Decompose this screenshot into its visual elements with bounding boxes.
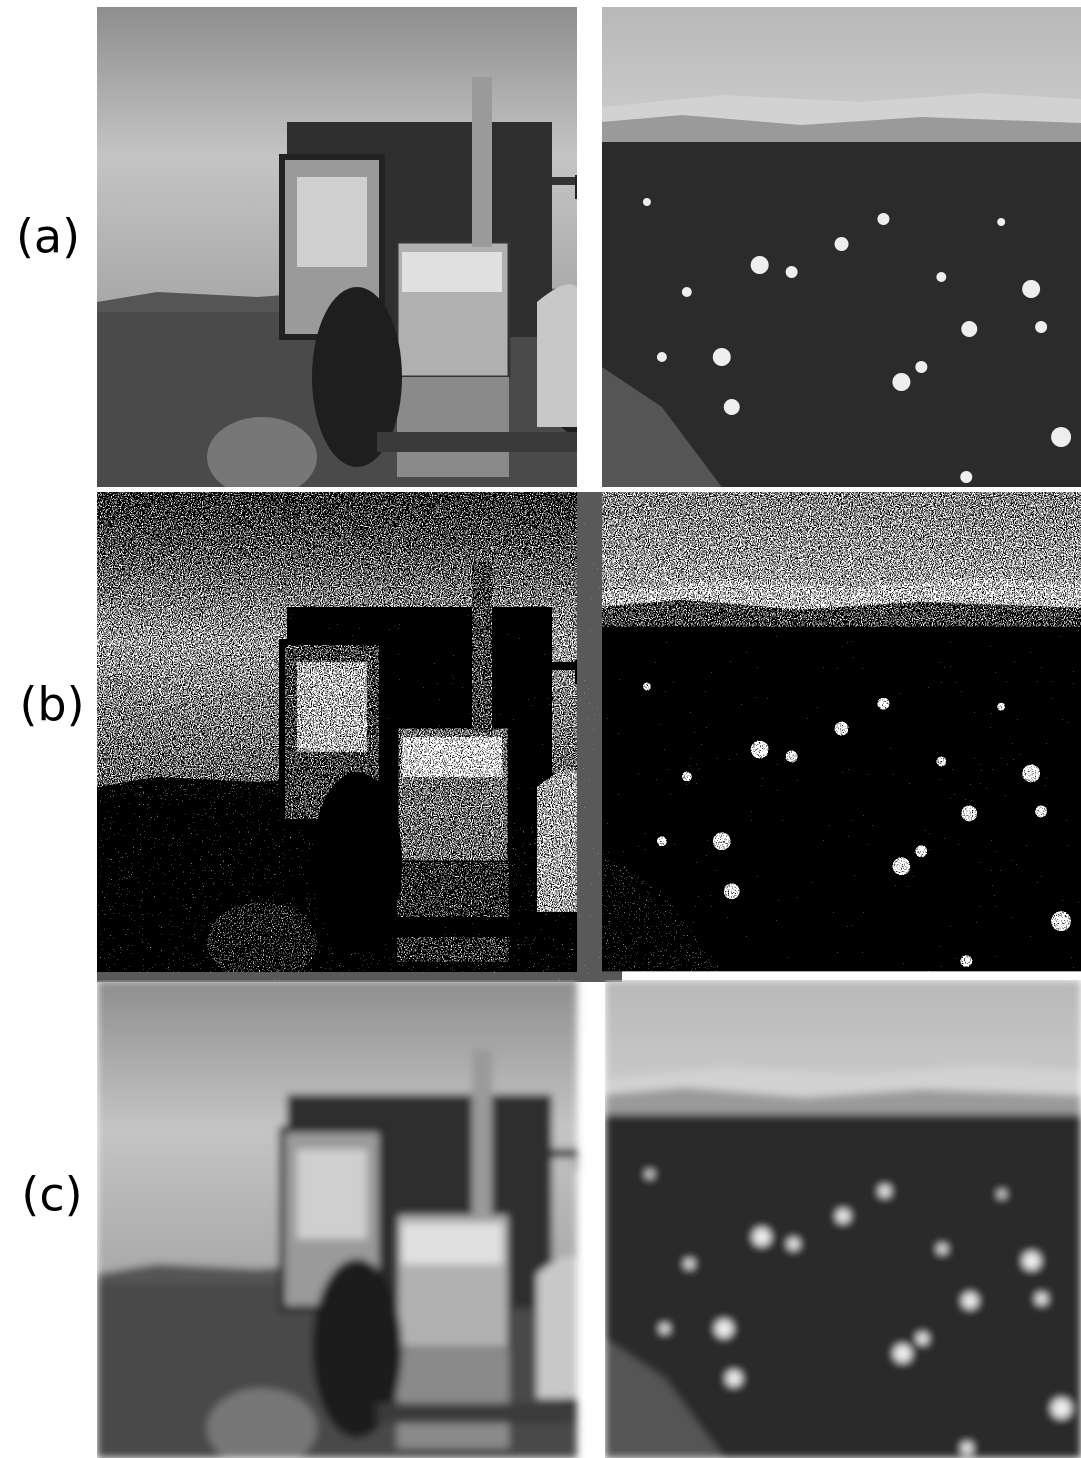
image-a-right <box>602 7 1081 487</box>
image-b-right <box>602 492 1081 971</box>
row-label: (c) <box>21 1168 82 1222</box>
row-label: (b) <box>19 678 84 732</box>
image-a-left <box>97 7 622 497</box>
row-label: (a) <box>16 210 80 264</box>
image-c-right <box>605 980 1081 1458</box>
page: (a) (b) (c) (() => { const data = JSON.p… <box>0 0 1081 1458</box>
figure: (a) (b) (c) <box>0 0 1081 1458</box>
image-c-left <box>97 980 622 1458</box>
image-b-left <box>97 492 622 982</box>
